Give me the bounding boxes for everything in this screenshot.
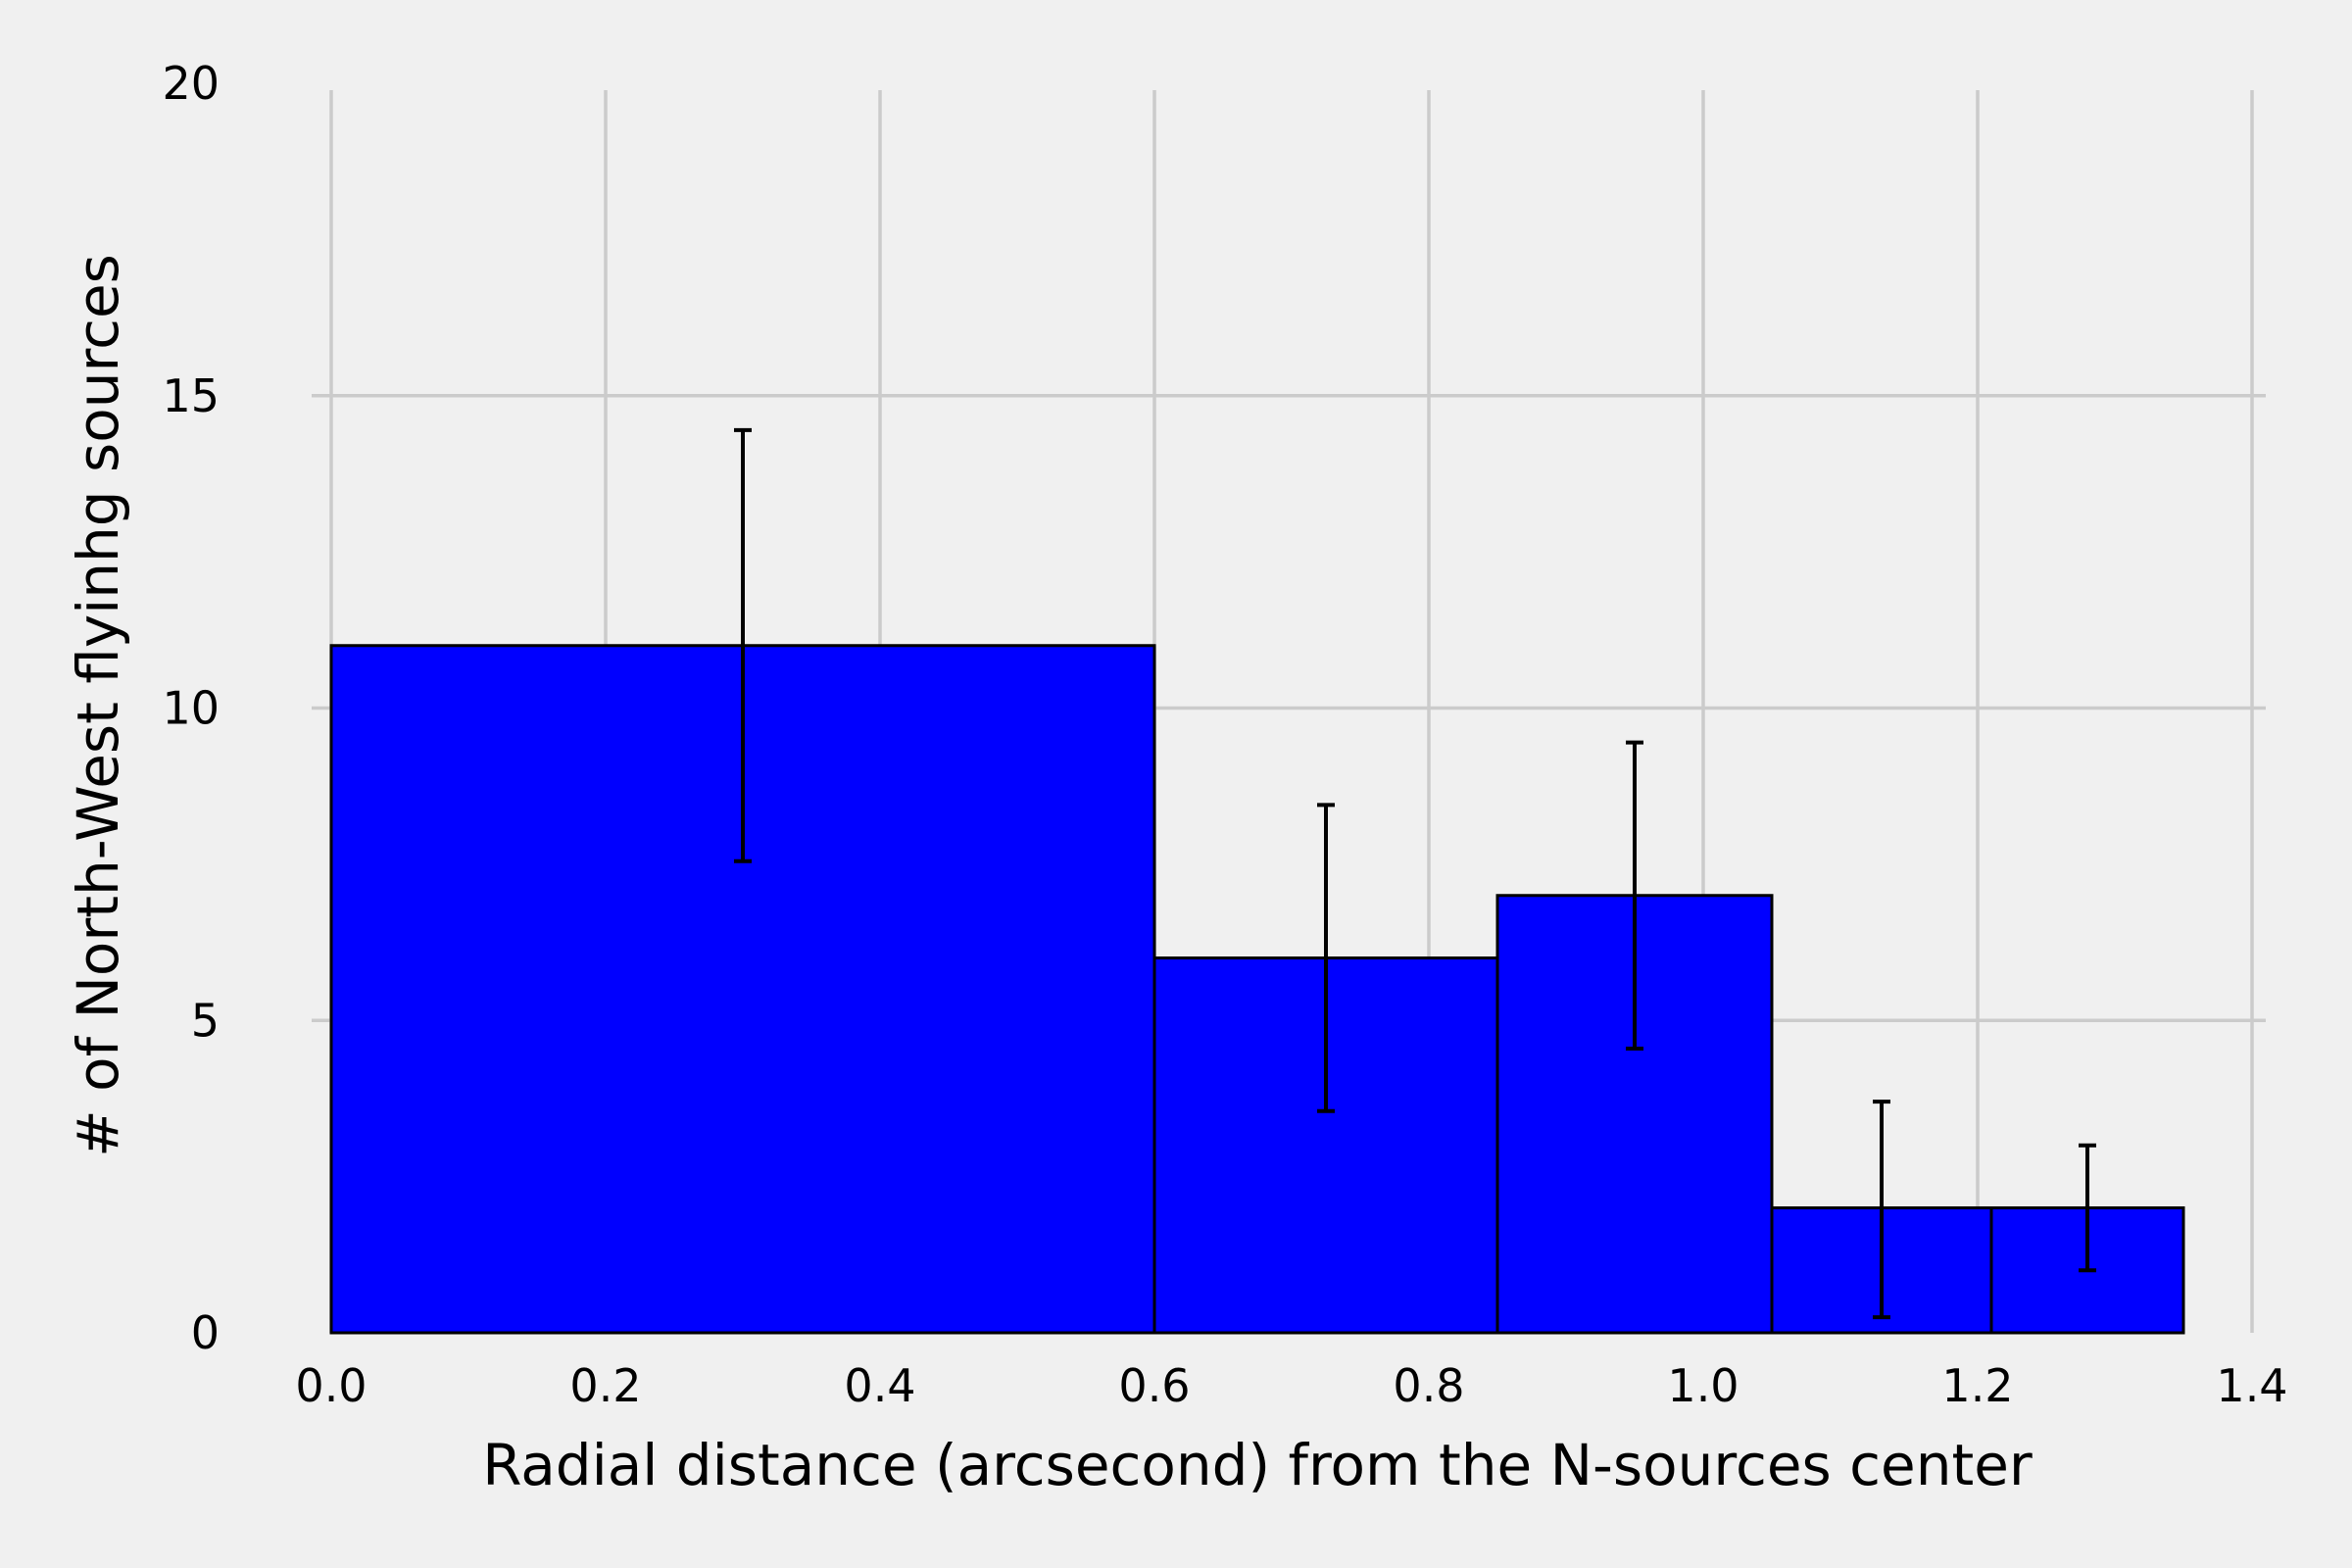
- y-tick-label: 10: [162, 682, 220, 735]
- error-bar: [1317, 803, 1335, 1113]
- y-tick-labels: 0 5 10 15 20: [162, 57, 220, 1359]
- x-tick-label: 0.4: [844, 1359, 915, 1412]
- y-tick-label: 15: [162, 369, 220, 422]
- x-tick-label: 1.2: [1941, 1359, 2013, 1412]
- x-axis-title: Radial distance (arcsecond) from the N-s…: [482, 1432, 2033, 1498]
- error-bars: [734, 427, 2096, 1320]
- y-tick-label: 0: [191, 1306, 220, 1359]
- x-tick-label: 1.0: [1667, 1359, 1739, 1412]
- y-tick-label: 20: [162, 57, 220, 110]
- error-bar: [2079, 1143, 2096, 1273]
- error-bar: [1873, 1100, 1890, 1320]
- x-tick-label: 0.8: [1393, 1359, 1464, 1412]
- x-tick-label: 0.2: [569, 1359, 641, 1412]
- bars: [329, 644, 2185, 1335]
- error-bar: [1626, 740, 1643, 1051]
- x-tick-labels: 0.0 0.2 0.4 0.6 0.8 1.0 1.2 1.4: [295, 1359, 2287, 1412]
- x-tick-label: 1.4: [2216, 1359, 2287, 1412]
- error-bar: [734, 427, 752, 863]
- x-tick-label: 0.6: [1118, 1359, 1190, 1412]
- y-tick-label: 5: [191, 994, 220, 1047]
- x-tick-label: 0.0: [295, 1359, 367, 1412]
- y-axis-title: # of North-West flyinhg sources: [65, 254, 131, 1157]
